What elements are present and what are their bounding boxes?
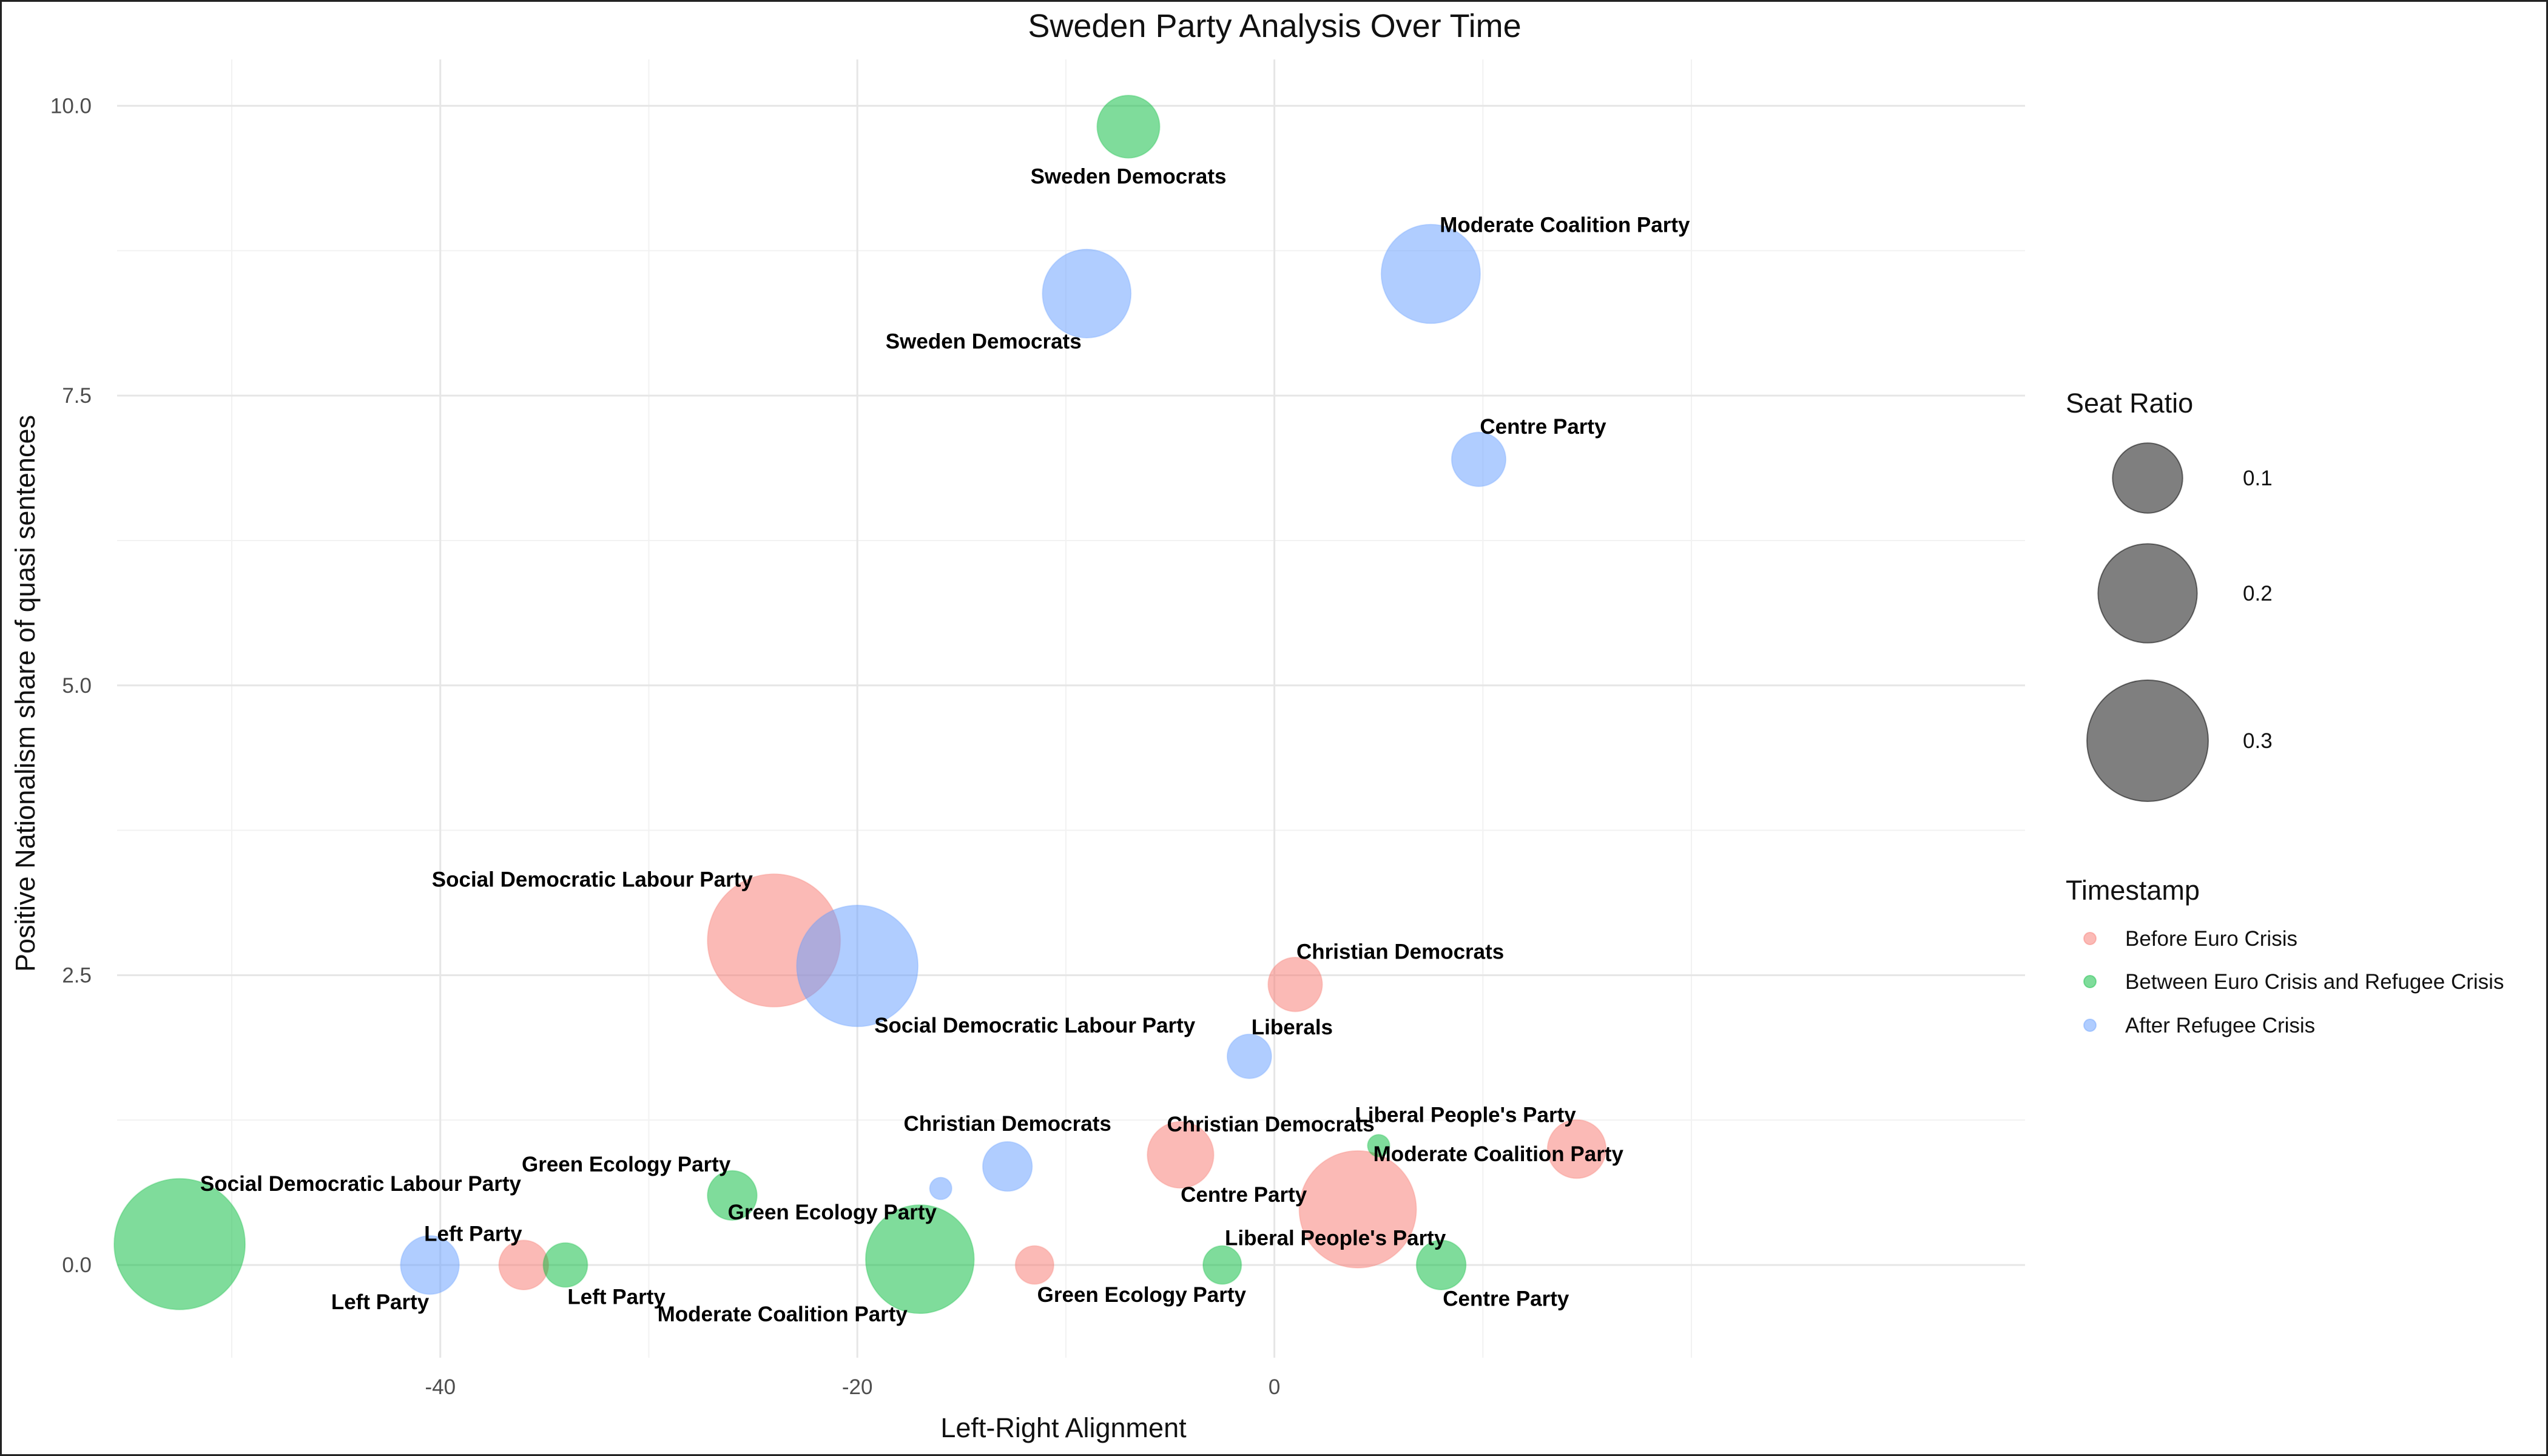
point-label: Christian Democrats <box>904 1112 1111 1136</box>
timestamp-legend-label: Between Euro Crisis and Refugee Crisis <box>2125 970 2504 994</box>
point-label: Social Democratic Labour Party <box>432 868 753 891</box>
data-point <box>400 1235 460 1295</box>
data-point <box>864 1204 975 1315</box>
timestamp-legend-title: Timestamp <box>2066 875 2200 906</box>
x-tick-label: -20 <box>842 1375 873 1399</box>
timestamp-legend-key <box>2083 975 2097 988</box>
point-label: Green Ecology Party <box>522 1153 731 1176</box>
data-point <box>113 1178 246 1310</box>
point-label: Moderate Coalition Party <box>1440 214 1690 237</box>
seat-ratio-legend-label: 0.1 <box>2243 467 2273 490</box>
seat-ratio-legend-key <box>2112 442 2183 514</box>
y-tick-label: 0.0 <box>62 1253 92 1277</box>
y-tick-label: 7.5 <box>62 384 92 408</box>
data-point <box>1367 1134 1390 1158</box>
seat-ratio-legend-label: 0.3 <box>2243 729 2273 753</box>
seat-ratio-legend-label: 0.2 <box>2243 582 2273 605</box>
y-tick-label: 2.5 <box>62 963 92 987</box>
chart-title: Sweden Party Analysis Over Time <box>1028 8 1521 44</box>
point-label: Christian Democrats <box>1296 940 1504 964</box>
y-tick-label: 10.0 <box>50 94 92 118</box>
data-point <box>1298 1150 1417 1269</box>
data-point <box>707 1170 758 1221</box>
data-point <box>542 1242 588 1288</box>
x-tick-label: -40 <box>425 1375 456 1399</box>
point-label: Sweden Democrats <box>1031 164 1227 188</box>
point-label: Centre Party <box>1443 1287 1569 1311</box>
point-label: Left Party <box>567 1285 666 1309</box>
point-label: Liberal People's Party <box>1355 1103 1576 1127</box>
data-point <box>1147 1121 1215 1189</box>
point-label: Christian Democrats <box>1167 1113 1374 1136</box>
points-layer <box>113 95 1607 1315</box>
data-point <box>796 905 919 1028</box>
point-label: Centre Party <box>1181 1183 1307 1207</box>
point-label: Moderate Coalition Party <box>1373 1142 1624 1166</box>
point-label: Centre Party <box>1480 415 1606 439</box>
point-label: Green Ecology Party <box>728 1201 937 1224</box>
data-point <box>1014 1245 1054 1285</box>
point-label: Liberals <box>1252 1016 1333 1039</box>
x-axis-label: Left-Right Alignment <box>940 1412 1187 1443</box>
grid-layer <box>117 59 2025 1358</box>
seat-ratio-legend-key <box>2097 543 2198 644</box>
data-point <box>1096 95 1161 159</box>
data-point <box>1451 431 1507 487</box>
timestamp-legend-key <box>2083 1019 2097 1032</box>
seat-ratio-legend-title: Seat Ratio <box>2066 388 2193 419</box>
data-point <box>1202 1245 1242 1285</box>
timestamp-legend-label: After Refugee Crisis <box>2125 1014 2315 1037</box>
data-point <box>1042 248 1132 339</box>
point-label: Social Democratic Labour Party <box>200 1172 522 1196</box>
y-axis-label: Positive Nationalism share of quasi sent… <box>10 415 41 972</box>
seat-ratio-legend-key <box>2086 679 2209 802</box>
timestamp-legend-label: Before Euro Crisis <box>2125 927 2297 951</box>
point-label: Moderate Coalition Party <box>658 1303 908 1326</box>
data-point <box>1226 1033 1272 1079</box>
data-point <box>1546 1119 1607 1179</box>
x-tick-label: 0 <box>1269 1375 1280 1399</box>
data-point <box>1380 223 1481 325</box>
data-point <box>929 1176 952 1201</box>
data-point <box>1267 957 1323 1013</box>
data-point <box>982 1141 1033 1192</box>
seat-ratio-legend: Seat Ratio 0.1 0.2 0.3 <box>2066 388 2273 802</box>
point-label: Green Ecology Party <box>1037 1283 1247 1307</box>
point-label: Sweden Democrats <box>886 330 1082 354</box>
timestamp-legend-key <box>2083 932 2097 945</box>
data-point <box>498 1239 550 1290</box>
point-label: Left Party <box>424 1222 522 1246</box>
point-label: Social Democratic Labour Party <box>874 1014 1196 1037</box>
point-label: Left Party <box>331 1290 430 1314</box>
timestamp-legend: Timestamp Before Euro Crisis Between Euro… <box>2066 875 2504 1037</box>
y-tick-label: 5.0 <box>62 674 92 698</box>
data-point <box>1415 1239 1467 1290</box>
ticks-layer: -40 -20 0 0.0 2.5 5.0 7.5 10.0 <box>50 94 1280 1399</box>
labels-layer: Social Democratic Labour Party Social Dem… <box>200 164 1690 1326</box>
point-label: Liberal People's Party <box>1225 1226 1446 1250</box>
